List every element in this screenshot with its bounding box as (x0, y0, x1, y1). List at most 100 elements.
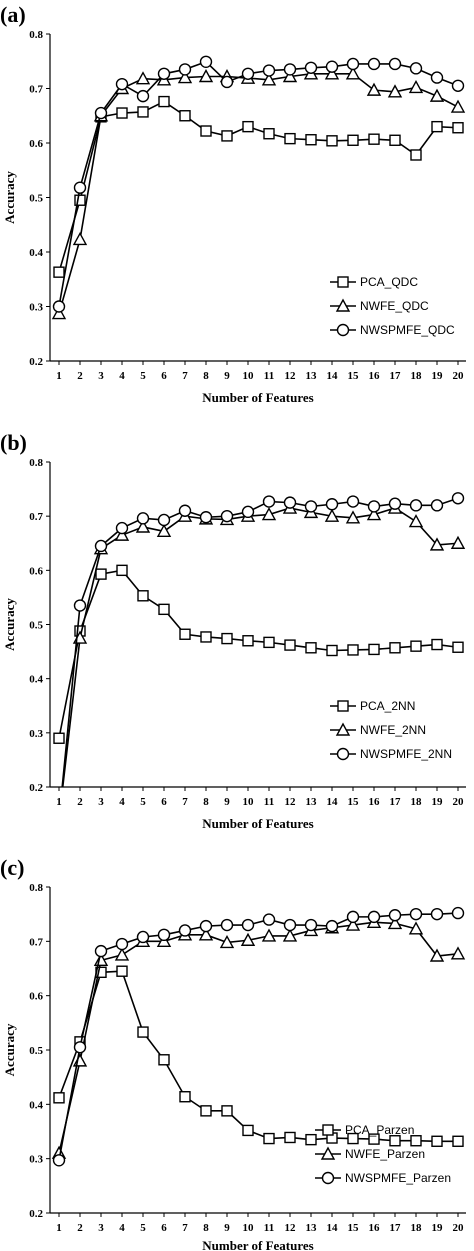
x-tick-label: 8 (203, 796, 209, 808)
data-point (263, 128, 275, 140)
data-point (177, 70, 193, 84)
data-point (345, 917, 361, 931)
data-point (430, 71, 444, 84)
data-point (241, 67, 255, 80)
data-point (282, 69, 298, 83)
y-tick-label: 0.5 (29, 1045, 43, 1057)
data-point (431, 120, 443, 133)
data-point (221, 130, 233, 142)
data-point (283, 918, 297, 932)
data-point (284, 132, 296, 145)
legend-entry: NWFE_Parzen (345, 1147, 425, 1161)
data-point (346, 910, 360, 924)
x-tick-label: 6 (161, 370, 167, 382)
y-tick-label: 0.2 (29, 1208, 43, 1220)
legend-marker (336, 323, 350, 337)
x-tick-label: 1 (56, 370, 62, 382)
series-triangle (61, 500, 466, 787)
data-point (242, 120, 254, 133)
legend-entry: PCA_2NN (360, 699, 415, 713)
data-point (429, 948, 445, 962)
data-point (452, 122, 464, 134)
data-point (220, 509, 234, 523)
data-point (451, 492, 465, 505)
x-tick-label: 12 (285, 370, 297, 382)
data-point (283, 496, 297, 509)
x-tick-label: 13 (306, 796, 318, 808)
data-point (284, 1131, 296, 1144)
data-point (324, 66, 340, 80)
data-point (53, 732, 65, 744)
data-point (156, 523, 172, 538)
data-point (387, 84, 403, 98)
data-point (305, 134, 317, 146)
data-point (389, 1135, 401, 1147)
y-tick-label: 0.3 (29, 1154, 43, 1166)
x-tick-label: 7 (182, 796, 188, 808)
data-point (73, 1041, 87, 1054)
y-tick-label: 0.2 (29, 356, 43, 368)
data-point (241, 918, 255, 932)
legend-marker (321, 1171, 335, 1185)
data-point (451, 79, 465, 92)
data-point (452, 641, 464, 653)
data-point (198, 927, 214, 941)
y-tick-label: 0.6 (29, 565, 43, 577)
x-axis-label: Number of Features (202, 1238, 313, 1251)
legend-entry: NWSPMFE_QDC (360, 323, 455, 337)
x-tick-label: 11 (264, 796, 274, 808)
x-tick-label: 2 (77, 796, 83, 808)
data-point (283, 63, 297, 76)
x-tick-label: 16 (369, 1222, 381, 1234)
series-line (58, 60, 459, 307)
data-point (51, 306, 67, 320)
legend-marker (337, 700, 349, 712)
data-point (345, 66, 361, 80)
data-point (389, 642, 401, 654)
data-point (241, 505, 255, 519)
data-point (179, 110, 191, 122)
data-point (240, 932, 256, 946)
x-axis-label: Number of Features (202, 816, 313, 831)
data-point (198, 69, 214, 83)
data-point (72, 232, 88, 246)
data-point (263, 636, 275, 649)
data-point (450, 99, 466, 113)
data-point (388, 909, 402, 922)
data-point (53, 1092, 65, 1104)
data-point (220, 75, 234, 89)
x-tick-label: 9 (224, 796, 230, 808)
series-triangle (51, 914, 466, 1159)
data-point (408, 514, 424, 528)
legend: PCA_2NN NWFE_2NN NWSPMFE_2NN (330, 699, 452, 761)
x-tick-label: 5 (140, 370, 146, 382)
x-tick-label: 16 (369, 796, 381, 808)
x-tick-label: 6 (161, 796, 167, 808)
x-tick-label: 19 (432, 796, 444, 808)
x-tick-label: 3 (98, 796, 104, 808)
chart-panel-3: (c)0.20.30.40.50.60.70.81 2 3 4 5 6 7 8 9 10 11 12 1… (0, 855, 466, 1251)
data-point (179, 1091, 191, 1103)
data-point (450, 535, 466, 549)
data-point (136, 512, 150, 525)
x-tick-label: 13 (306, 370, 318, 382)
x-tick-label: 9 (224, 1222, 230, 1234)
data-point (263, 1132, 275, 1145)
series-square (53, 965, 464, 1147)
data-point (410, 640, 422, 652)
x-tick-label: 17 (390, 796, 402, 808)
data-point (221, 1105, 233, 1117)
data-point (73, 181, 87, 194)
x-tick-label: 9 (224, 370, 230, 382)
data-point (388, 497, 402, 510)
x-tick-label: 2 (77, 370, 83, 382)
data-point (199, 55, 213, 68)
data-point (94, 106, 108, 120)
data-point (366, 82, 382, 96)
data-point (242, 635, 254, 647)
data-point (367, 910, 381, 924)
x-tick-label: 14 (327, 370, 339, 382)
data-point (429, 88, 445, 102)
series-circle (61, 492, 465, 787)
